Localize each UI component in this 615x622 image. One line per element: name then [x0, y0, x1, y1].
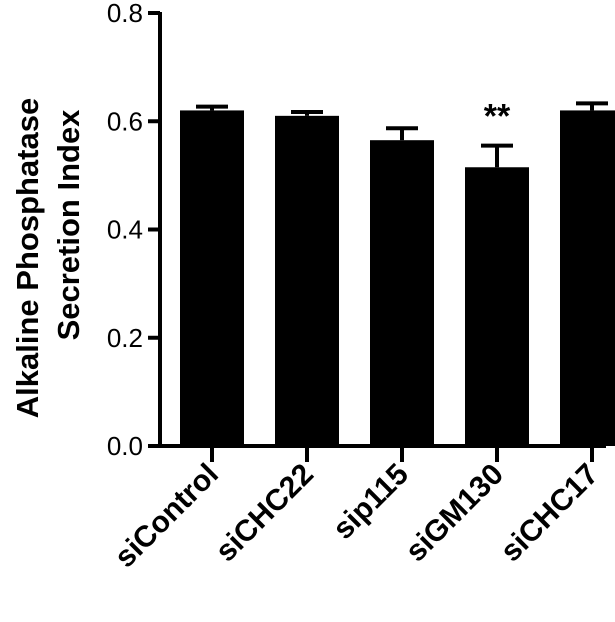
x-tick-label-siGM130: siGM130: [399, 458, 510, 569]
y-tick-label: 0.2: [107, 323, 143, 353]
annotations: **: [484, 98, 511, 136]
y-axis-title-line-2: Secretion Index: [51, 109, 86, 341]
y-ticks: 0.0 0.2 0.4 0.6 0.8: [107, 0, 160, 461]
bar-siGM130: [465, 167, 529, 446]
x-tick-label-siControl: siControl: [109, 458, 225, 574]
bar-siCHC22: [275, 115, 339, 447]
y-axis-title: Alkaline Phosphatase Secretion Index: [10, 98, 86, 418]
error-bars: [196, 101, 608, 168]
bar-siCHC17: [560, 110, 615, 447]
y-tick-label: 0.8: [107, 0, 143, 28]
y-tick-label: 0.4: [107, 215, 143, 245]
bar-siControl: [180, 110, 244, 447]
x-tick-label-sip115: sip115: [327, 458, 415, 546]
y-tick-label: 0.0: [107, 431, 143, 461]
bar-sip115: [370, 140, 434, 446]
y-tick-label: 0.6: [107, 106, 143, 136]
x-tick-label-siCHC22: siCHC22: [209, 458, 320, 569]
y-axis-title-line-1: Alkaline Phosphatase: [10, 98, 45, 418]
x-tick-label-siCHC17: siCHC17: [494, 458, 605, 569]
significance-marker: **: [484, 98, 511, 136]
bars: [180, 110, 615, 447]
